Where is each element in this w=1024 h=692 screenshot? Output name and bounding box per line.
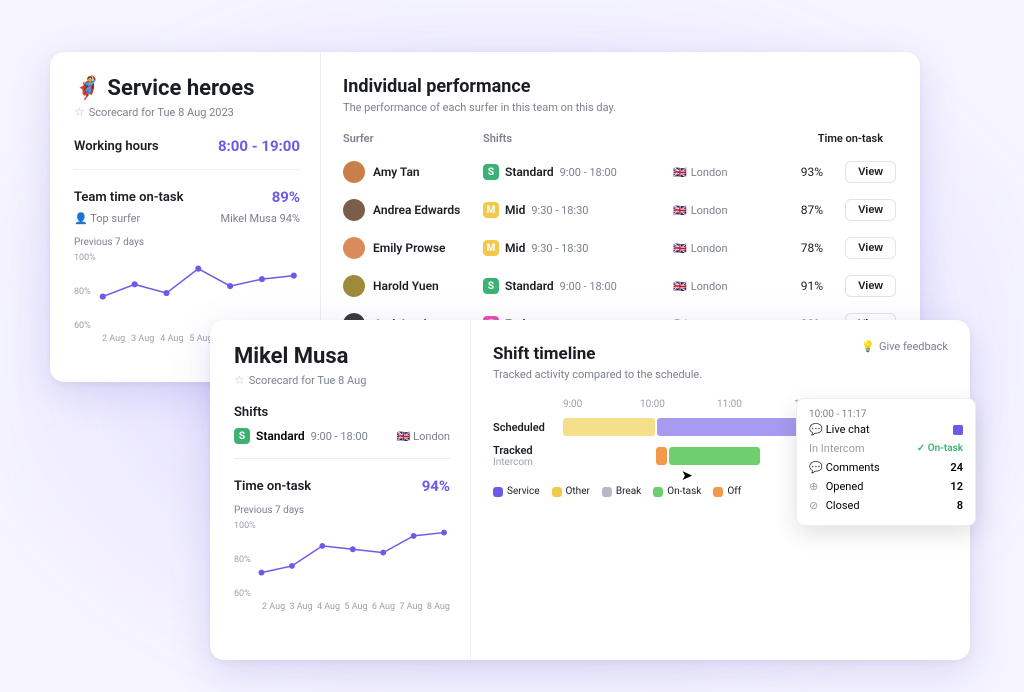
chat-icon: 💬 [809,423,823,436]
shift-badge: S [483,278,499,294]
view-button[interactable]: View [845,199,896,221]
cursor-icon: ➤ [681,468,693,484]
shift-badge: S [483,164,499,180]
view-button[interactable]: View [845,237,896,259]
avatar [343,237,365,259]
surfer-ontask-value: 94% [422,477,450,495]
shift-badge: S [234,428,250,444]
shifts-label: Shifts [234,405,450,420]
surfer-xticks: 2 Aug3 Aug4 Aug5 Aug6 Aug7 Aug8 Aug [234,602,450,612]
perf-title: Individual performance [343,76,896,97]
shift-badge: M [483,240,499,256]
team-ontask-row: Team time on-task 89% [74,188,300,206]
perf-table-header: Surfer Shifts Time on-task [343,132,896,153]
shift-badge: M [483,202,499,218]
top-surfer-row: 👤 Top surfer Mikel Musa 94% [74,212,300,225]
shift-timeline-panel: Shift timeline Tracked activity compared… [470,320,970,660]
working-hours-value: 8:00 - 19:00 [218,137,300,155]
perf-subtitle: The performance of each surfer in this t… [343,101,896,114]
table-row: Andrea EdwardsMMid9:30 - 18:30🇬🇧London87… [343,191,896,229]
scorecard-subtitle: ☆ Scorecard for Tue 8 Aug 2023 [74,105,300,119]
timeline-tooltip: 10:00 - 11:17 💬 Live chat In Intercom ✓ … [796,398,976,526]
give-feedback-button[interactable]: 💡 Give feedback [861,340,948,353]
working-hours-row: Working hours 8:00 - 19:00 [74,137,300,155]
view-button[interactable]: View [845,275,896,297]
timeline-subtitle: Tracked activity compared to the schedul… [493,368,948,381]
surfer-sparkline: 100% 80% 60% [234,520,450,600]
view-button[interactable]: View [845,161,896,183]
surfer-detail-card: Mikel Musa ☆ Scorecard for Tue 8 Aug Shi… [210,320,970,660]
surfer-subtitle: ☆ Scorecard for Tue 8 Aug [234,373,450,387]
team-ontask-value: 89% [272,188,300,206]
prev7-label: Previous 7 days [74,237,300,248]
surfer-ontask-row: Time on-task 94% [234,477,450,495]
table-row: Emily ProwseMMid9:30 - 18:30🇬🇧London78%V… [343,229,896,267]
surfer-name: Mikel Musa [234,344,450,369]
star-icon: ☆ [74,105,85,119]
hero-emoji: 🦸 [74,76,101,101]
channel-color-swatch [953,425,963,435]
page-title: 🦸 Service heroes [74,76,300,101]
avatar [343,199,365,221]
bulb-icon: 💡 [861,340,875,353]
table-row: Amy TanSStandard9:00 - 18:00🇬🇧London93%V… [343,153,896,191]
tooltip-range: 10:00 - 11:17 [809,409,963,420]
avatar [343,161,365,183]
person-icon: 👤 [74,212,88,225]
star-icon: ☆ [234,373,245,387]
avatar [343,275,365,297]
table-row: Harold YuenSStandard9:00 - 18:00🇬🇧London… [343,267,896,305]
surfer-summary-panel: Mikel Musa ☆ Scorecard for Tue 8 Aug Shi… [210,320,470,660]
